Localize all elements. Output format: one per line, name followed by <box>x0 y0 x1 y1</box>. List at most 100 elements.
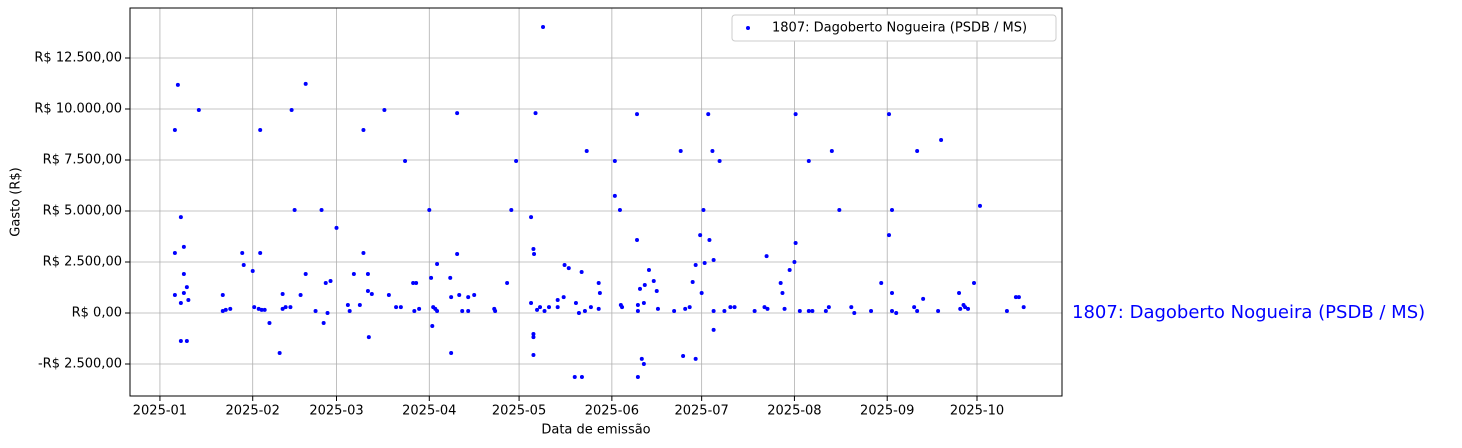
x-tick-label: 2025-10 <box>950 404 1004 419</box>
point <box>681 354 686 359</box>
point <box>966 306 971 311</box>
point <box>797 308 802 313</box>
point <box>588 305 593 310</box>
point <box>646 267 651 272</box>
point <box>298 293 303 298</box>
point <box>699 291 704 296</box>
point <box>957 291 962 296</box>
point <box>394 305 399 310</box>
point <box>890 308 895 313</box>
point <box>793 241 798 246</box>
point <box>977 203 982 208</box>
point <box>382 108 387 113</box>
point <box>582 308 587 313</box>
point <box>637 286 642 291</box>
point <box>879 281 884 286</box>
point <box>178 215 183 220</box>
point <box>361 251 366 256</box>
point <box>1021 305 1026 310</box>
point <box>912 305 917 310</box>
point <box>639 356 644 361</box>
point <box>181 244 186 249</box>
point <box>184 285 189 290</box>
point <box>403 159 408 164</box>
point <box>687 305 692 310</box>
point <box>220 293 225 298</box>
x-tick-label: 2025-01 <box>133 404 187 419</box>
point <box>793 112 798 117</box>
point <box>651 278 656 283</box>
point <box>635 375 640 380</box>
point <box>505 281 510 286</box>
point <box>780 291 785 296</box>
point <box>414 281 419 286</box>
point <box>277 350 282 355</box>
point <box>172 128 177 133</box>
point <box>172 251 177 256</box>
point <box>417 306 422 311</box>
point <box>258 128 263 133</box>
point <box>778 281 783 286</box>
point <box>642 283 647 288</box>
point <box>698 233 703 238</box>
point <box>365 288 370 293</box>
point <box>228 306 233 311</box>
point <box>313 308 318 313</box>
point <box>693 263 698 268</box>
point <box>184 338 189 343</box>
point <box>289 108 294 113</box>
point <box>576 310 581 315</box>
point <box>429 275 434 280</box>
point <box>958 306 963 311</box>
x-tick-label: 2025-02 <box>226 404 280 419</box>
point <box>357 303 362 308</box>
point <box>493 308 498 313</box>
x-tick-label: 2025-09 <box>860 404 914 419</box>
point <box>328 278 333 283</box>
point <box>531 332 536 337</box>
point <box>455 111 460 116</box>
point <box>936 308 941 313</box>
point <box>573 300 578 305</box>
point <box>531 246 536 251</box>
point <box>710 149 715 154</box>
point <box>531 353 536 358</box>
point <box>241 263 246 268</box>
point <box>890 207 895 212</box>
point <box>542 308 547 313</box>
legend-box <box>731 14 1057 42</box>
point <box>617 207 622 212</box>
point <box>641 300 646 305</box>
y-tick-label: -R$ 2.500,00 <box>38 356 122 371</box>
point <box>635 237 640 242</box>
point <box>693 356 698 361</box>
point <box>259 307 264 312</box>
point <box>319 207 324 212</box>
point <box>869 308 874 313</box>
point <box>635 308 640 313</box>
point <box>531 335 536 340</box>
x-tick-label: 2025-08 <box>767 404 821 419</box>
point <box>175 82 180 87</box>
point <box>963 305 968 310</box>
point <box>655 306 660 311</box>
x-tick-label: 2025-03 <box>309 404 363 419</box>
point <box>678 149 683 154</box>
x-tick-label: 2025-05 <box>492 404 546 419</box>
point <box>466 308 471 313</box>
point <box>579 375 584 380</box>
point <box>707 237 712 242</box>
point <box>303 81 308 86</box>
point <box>472 293 477 298</box>
point <box>411 281 416 286</box>
legend-label: 1807: Dagoberto Nogueira (PSDB / MS) <box>772 21 1027 36</box>
x-tick-label: 2025-07 <box>674 404 728 419</box>
point <box>792 259 797 264</box>
point <box>894 310 899 315</box>
point <box>728 305 733 310</box>
point <box>366 335 371 340</box>
point <box>280 292 285 297</box>
